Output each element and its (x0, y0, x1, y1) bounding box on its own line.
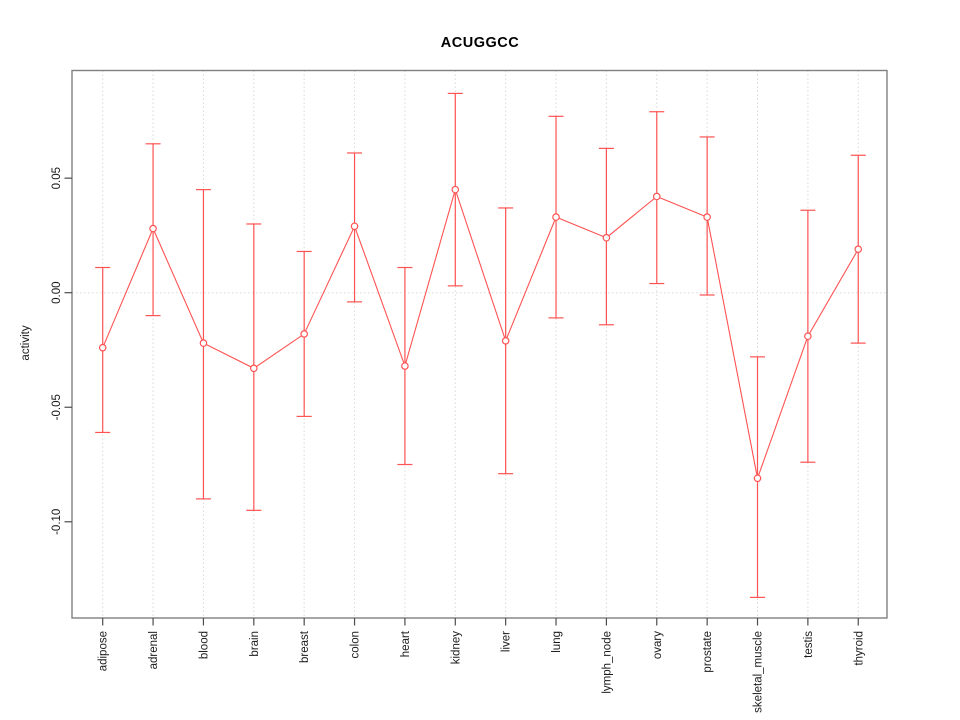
x-tick-label: ovary (652, 631, 664, 659)
x-tick-label: adrenal (148, 631, 160, 669)
data-point-marker (652, 192, 661, 201)
data-point-marker (98, 343, 107, 352)
y-tick-label: -0.10 (51, 509, 63, 535)
x-tick-label: blood (198, 631, 210, 659)
data-point-marker (804, 332, 812, 341)
series-line (102, 187, 859, 481)
x-tick-label: prostate (702, 631, 714, 673)
data-point-marker (753, 474, 762, 483)
x-tick-label: colon (350, 631, 362, 659)
x-tick-label: adipose (98, 631, 110, 671)
y-tick-label: 0.00 (51, 282, 63, 304)
x-tick-label: liver (501, 631, 513, 652)
x-tick-label: skeletal_muscle (753, 631, 765, 713)
data-point-marker (300, 330, 308, 338)
data-point-marker (501, 337, 510, 345)
data-point-marker (703, 213, 711, 221)
x-tick-label: kidney (450, 631, 462, 664)
x-tick-label: lung (551, 631, 563, 653)
data-point-marker (199, 339, 208, 347)
x-tick-label: heart (400, 630, 412, 657)
data-point-marker (149, 224, 157, 233)
data-point-marker (602, 233, 611, 242)
y-tick-label: 0.05 (51, 167, 63, 189)
x-tick-label: brain (249, 631, 261, 657)
y-tick-label: -0.05 (51, 394, 63, 420)
chart-title: ACUGGCC (440, 35, 520, 51)
data-point-marker (350, 222, 359, 231)
x-tick-label: testis (803, 631, 815, 658)
data-point-marker (552, 213, 560, 221)
plot-box-border (71, 69, 888, 619)
x-tick-label: thyroid (853, 631, 865, 666)
data-point-marker (250, 364, 258, 373)
x-tick-label: breast (299, 630, 311, 663)
data-point-marker (854, 245, 863, 253)
data-point-marker (401, 362, 409, 370)
data-point-marker (451, 185, 460, 194)
x-tick-label: lymph_node (601, 631, 613, 694)
